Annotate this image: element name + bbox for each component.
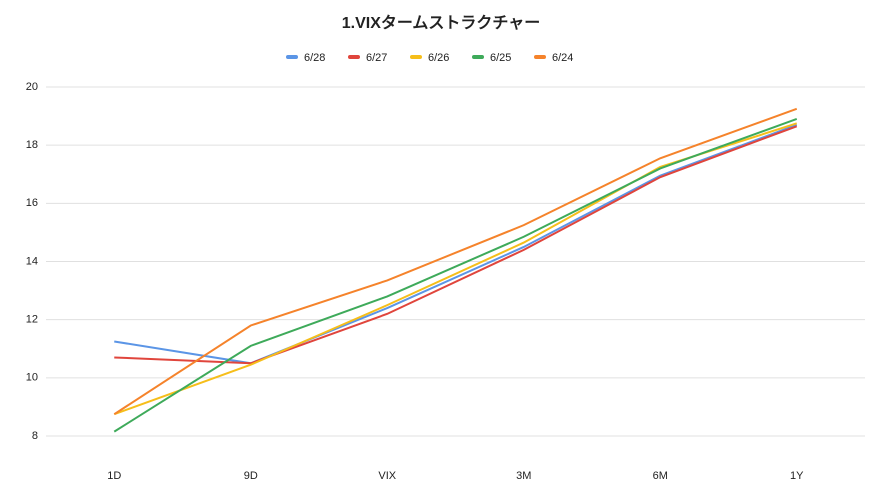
legend-swatch xyxy=(534,55,546,59)
legend-swatch xyxy=(348,55,360,59)
line-series xyxy=(113,122,798,416)
y-tick-label: 16 xyxy=(26,197,38,209)
legend-label: 6/26 xyxy=(428,52,449,64)
y-tick-label: 14 xyxy=(26,255,38,267)
y-tick-label: 18 xyxy=(26,139,38,151)
y-tick-label: 10 xyxy=(26,372,38,384)
line-series xyxy=(114,125,798,365)
line-series xyxy=(114,123,798,365)
y-tick-label: 12 xyxy=(26,314,38,326)
line-series xyxy=(113,118,798,433)
legend-swatch xyxy=(410,55,422,59)
legend-label: 6/28 xyxy=(304,52,325,64)
legend-label: 6/25 xyxy=(490,52,511,64)
chart-title: 1.VIXタームストラクチャー xyxy=(342,14,541,32)
y-tick-label: 20 xyxy=(26,81,38,93)
x-tick-label: 3M xyxy=(516,470,531,482)
line-series xyxy=(113,107,798,416)
x-tick-label: 1D xyxy=(107,470,121,482)
x-tick-label: VIX xyxy=(378,470,396,482)
legend-swatch xyxy=(472,55,484,59)
x-tick-label: 9D xyxy=(244,470,258,482)
legend-label: 6/27 xyxy=(366,52,387,64)
y-tick-label: 8 xyxy=(32,430,38,442)
x-tick-label: 6M xyxy=(653,470,668,482)
x-tick-label: 1Y xyxy=(790,470,804,482)
legend-swatch xyxy=(286,55,298,59)
legend-label: 6/24 xyxy=(552,52,573,64)
